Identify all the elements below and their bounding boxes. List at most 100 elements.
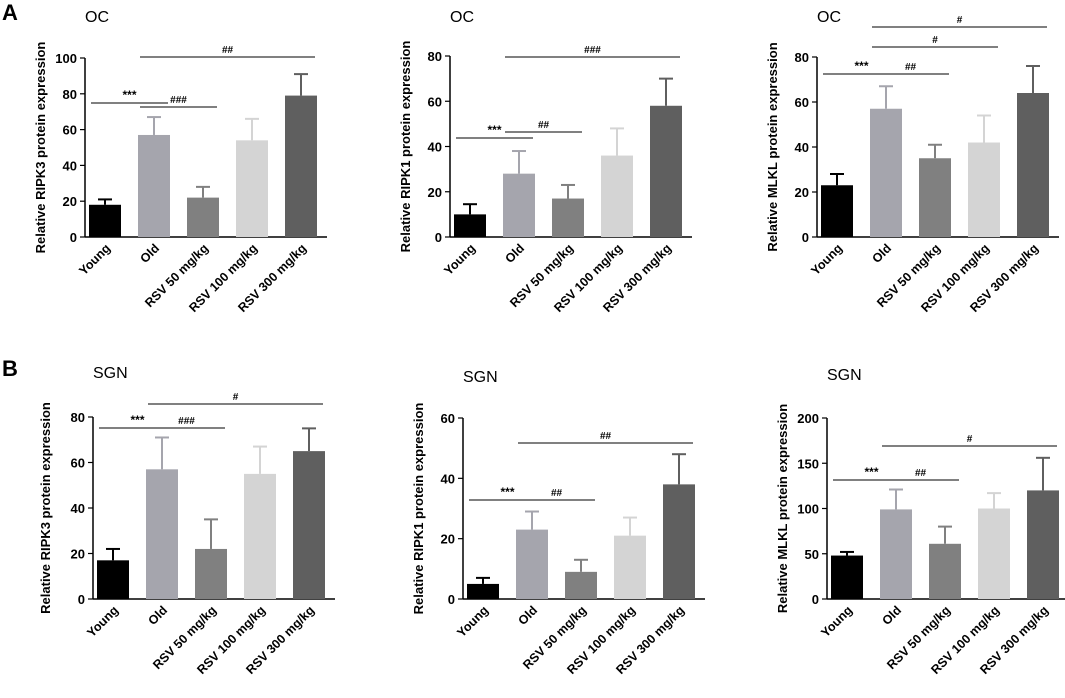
significance-label: #: [967, 434, 973, 445]
y-axis-label: Relative RIPK3 protein expression: [33, 42, 48, 254]
bar-4: [601, 155, 633, 237]
significance-label: ##: [551, 488, 563, 499]
y-tick-label: 80: [428, 49, 442, 64]
y-tick-label: 20: [71, 547, 85, 562]
x-tick-label: Young: [84, 603, 121, 640]
y-axis-label: Relative MLKL protein expression: [765, 42, 780, 251]
y-tick-label: 200: [797, 411, 819, 426]
x-tick-label: Old: [137, 241, 162, 266]
significance-label: #: [932, 35, 938, 46]
significance-label: #: [957, 15, 963, 26]
significance-label: ###: [584, 45, 601, 56]
panel-letter-a: A: [2, 0, 18, 25]
y-tick-label: 0: [812, 592, 819, 607]
significance-label: ***: [854, 59, 868, 73]
bar-5: [293, 451, 325, 599]
chart-3: OC Relative MLKL protein expression 0 20 40 6…: [765, 9, 1059, 315]
y-axis-label: Relative RIPK1 protein expression: [398, 41, 413, 253]
y-tick-label: 80: [71, 410, 85, 425]
bar-4: [968, 142, 1000, 237]
y-tick-label: 40: [71, 501, 85, 516]
bar-2: [503, 173, 535, 237]
panel-letter-b: B: [2, 356, 18, 381]
y-tick-label: 0: [435, 230, 442, 245]
significance-label: #: [233, 392, 239, 403]
bar-4: [614, 535, 646, 599]
y-axis-label: Relative RIPK3 protein expression: [38, 402, 53, 614]
x-tick-label: Old: [869, 241, 894, 266]
bar-3: [187, 197, 219, 237]
bar-5: [285, 95, 317, 237]
bar-2: [516, 529, 548, 599]
y-tick-label: 60: [441, 411, 455, 426]
chart-1: OC Relative RIPK3 protein expression 0 20 40…: [33, 9, 327, 315]
chart-title: OC: [817, 9, 841, 26]
y-tick-label: 40: [795, 140, 809, 155]
bar-4: [236, 140, 268, 237]
y-tick-label: 0: [70, 230, 77, 245]
bar-1: [467, 583, 499, 599]
bar-3: [919, 158, 951, 237]
y-tick-label: 20: [428, 185, 442, 200]
y-tick-label: 0: [448, 592, 455, 607]
bar-1: [89, 204, 121, 237]
significance-label: ##: [905, 62, 917, 73]
y-tick-label: 40: [63, 158, 77, 173]
bar-1: [454, 214, 486, 237]
bar-3: [565, 571, 597, 599]
chart-title: OC: [450, 9, 474, 26]
bar-3: [195, 548, 227, 599]
x-tick-label: Young: [818, 603, 855, 640]
chart-5: SGN Relative RIPK1 protein expression 0 20 4…: [411, 369, 705, 677]
bar-2: [138, 134, 170, 237]
bar-2: [880, 509, 912, 599]
y-tick-label: 0: [802, 230, 809, 245]
chart-title: OC: [85, 9, 109, 26]
y-tick-label: 20: [795, 185, 809, 200]
y-tick-label: 150: [797, 456, 819, 471]
x-tick-label: Young: [441, 241, 478, 278]
y-tick-label: 60: [795, 95, 809, 110]
x-tick-label: Young: [808, 241, 845, 278]
significance-label: ##: [222, 45, 234, 56]
y-tick-label: 40: [428, 140, 442, 155]
x-tick-label: Young: [76, 241, 113, 278]
y-tick-label: 100: [55, 51, 77, 66]
x-tick-label: Old: [879, 603, 904, 628]
y-tick-label: 60: [428, 94, 442, 109]
bar-1: [821, 185, 853, 237]
bar-3: [929, 543, 961, 599]
y-axis-label: Relative RIPK1 protein expression: [411, 403, 426, 615]
bar-5: [1017, 93, 1049, 237]
y-tick-label: 50: [805, 547, 819, 562]
significance-label: ***: [487, 123, 501, 137]
y-tick-label: 60: [63, 123, 77, 138]
bar-1: [831, 555, 863, 599]
significance-label: ##: [915, 468, 927, 479]
bar-5: [650, 105, 682, 238]
y-tick-label: 20: [441, 532, 455, 547]
y-axis-label: Relative MLKL protein expression: [775, 404, 790, 613]
chart-title: SGN: [93, 365, 128, 382]
y-tick-label: 80: [63, 87, 77, 102]
significance-label: ***: [122, 88, 136, 102]
bar-4: [978, 508, 1010, 599]
bar-3: [552, 198, 584, 237]
x-tick-label: Old: [515, 603, 540, 628]
x-tick-label: Old: [502, 241, 527, 266]
x-tick-label: Young: [454, 603, 491, 640]
y-tick-label: 60: [71, 456, 85, 471]
bar-5: [1027, 490, 1059, 599]
chart-2: OC Relative RIPK1 protein expression 0 20 40…: [398, 9, 692, 315]
significance-label: ##: [600, 431, 612, 442]
y-tick-label: 0: [78, 592, 85, 607]
y-tick-label: 20: [63, 194, 77, 209]
y-tick-label: 80: [795, 50, 809, 65]
chart-4: SGN Relative RIPK3 protein expression 0 20 4…: [38, 365, 335, 677]
bar-2: [146, 469, 178, 599]
significance-label: ###: [170, 95, 187, 106]
bar-1: [97, 560, 129, 599]
y-tick-label: 40: [441, 471, 455, 486]
x-tick-label: Old: [145, 603, 170, 628]
